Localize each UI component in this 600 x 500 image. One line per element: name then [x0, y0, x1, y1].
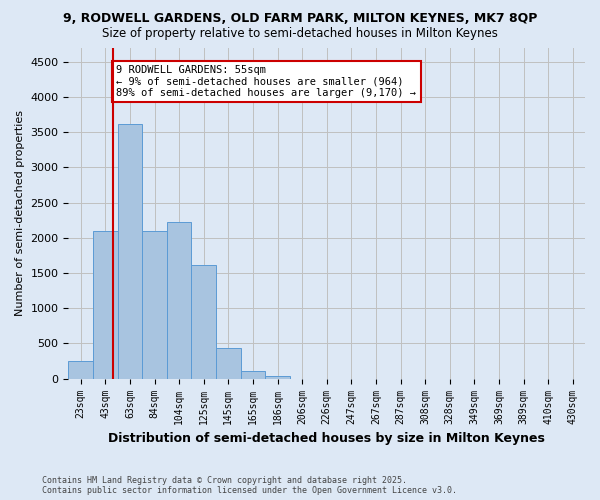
Bar — [265, 376, 290, 378]
Bar — [68, 361, 93, 378]
Bar — [142, 230, 167, 378]
Text: 9 RODWELL GARDENS: 55sqm
← 9% of semi-detached houses are smaller (964)
89% of s: 9 RODWELL GARDENS: 55sqm ← 9% of semi-de… — [116, 65, 416, 98]
Bar — [191, 264, 216, 378]
Bar — [118, 124, 142, 378]
Bar — [241, 371, 265, 378]
Text: Contains HM Land Registry data © Crown copyright and database right 2025.
Contai: Contains HM Land Registry data © Crown c… — [42, 476, 457, 495]
X-axis label: Distribution of semi-detached houses by size in Milton Keynes: Distribution of semi-detached houses by … — [108, 432, 545, 445]
Y-axis label: Number of semi-detached properties: Number of semi-detached properties — [15, 110, 25, 316]
Bar — [93, 230, 118, 378]
Bar — [167, 222, 191, 378]
Text: 9, RODWELL GARDENS, OLD FARM PARK, MILTON KEYNES, MK7 8QP: 9, RODWELL GARDENS, OLD FARM PARK, MILTO… — [63, 12, 537, 26]
Bar — [216, 348, 241, 378]
Text: Size of property relative to semi-detached houses in Milton Keynes: Size of property relative to semi-detach… — [102, 28, 498, 40]
